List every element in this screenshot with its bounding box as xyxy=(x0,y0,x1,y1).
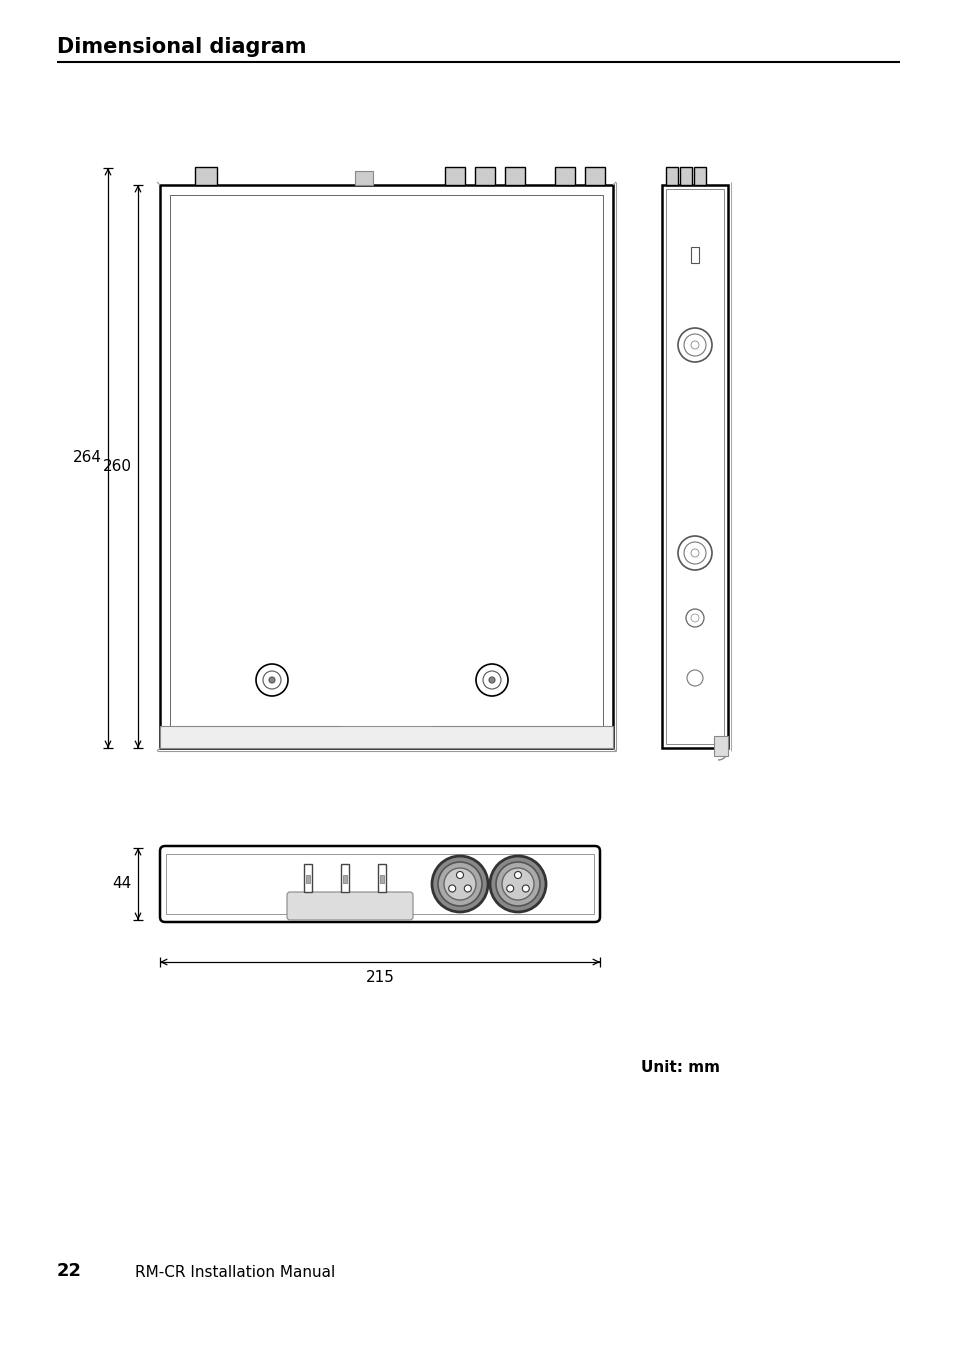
Circle shape xyxy=(448,886,456,892)
Bar xyxy=(343,875,347,883)
Text: RM-CR Installation Manual: RM-CR Installation Manual xyxy=(135,1265,335,1280)
Bar xyxy=(306,875,310,883)
Bar xyxy=(555,168,575,185)
Text: 264: 264 xyxy=(73,450,102,465)
Circle shape xyxy=(678,535,711,571)
Bar xyxy=(475,168,495,185)
FancyBboxPatch shape xyxy=(160,846,599,922)
Circle shape xyxy=(521,886,529,892)
Bar xyxy=(194,168,216,185)
Text: Dimensional diagram: Dimensional diagram xyxy=(57,37,306,57)
Circle shape xyxy=(678,329,711,362)
Text: 215: 215 xyxy=(365,969,394,986)
Bar xyxy=(340,864,349,892)
Text: Unit: mm: Unit: mm xyxy=(640,1060,720,1075)
Bar xyxy=(693,168,705,185)
Circle shape xyxy=(269,677,274,683)
Text: 260: 260 xyxy=(103,458,132,475)
Bar xyxy=(444,168,464,185)
Bar xyxy=(166,854,594,914)
Circle shape xyxy=(476,664,507,696)
Bar xyxy=(665,168,678,185)
Bar xyxy=(665,189,723,744)
Bar xyxy=(504,168,524,185)
Bar xyxy=(170,195,602,738)
Bar xyxy=(377,864,386,892)
Circle shape xyxy=(514,872,521,879)
Bar xyxy=(713,735,727,756)
Bar xyxy=(679,168,691,185)
Bar xyxy=(690,247,699,264)
Circle shape xyxy=(501,868,534,900)
Text: 44: 44 xyxy=(112,876,132,891)
Bar xyxy=(304,864,312,892)
Bar xyxy=(160,185,613,748)
Circle shape xyxy=(432,856,488,913)
Text: 22: 22 xyxy=(57,1261,82,1280)
Circle shape xyxy=(456,872,463,879)
Circle shape xyxy=(496,863,539,906)
Bar xyxy=(379,875,384,883)
Bar xyxy=(661,185,727,748)
Circle shape xyxy=(464,886,471,892)
Bar xyxy=(355,170,373,185)
Circle shape xyxy=(506,886,513,892)
Circle shape xyxy=(490,856,545,913)
Circle shape xyxy=(255,664,288,696)
Circle shape xyxy=(443,868,476,900)
Bar xyxy=(160,726,613,748)
FancyBboxPatch shape xyxy=(287,892,413,919)
Bar xyxy=(584,168,604,185)
Circle shape xyxy=(489,677,495,683)
Circle shape xyxy=(437,863,481,906)
